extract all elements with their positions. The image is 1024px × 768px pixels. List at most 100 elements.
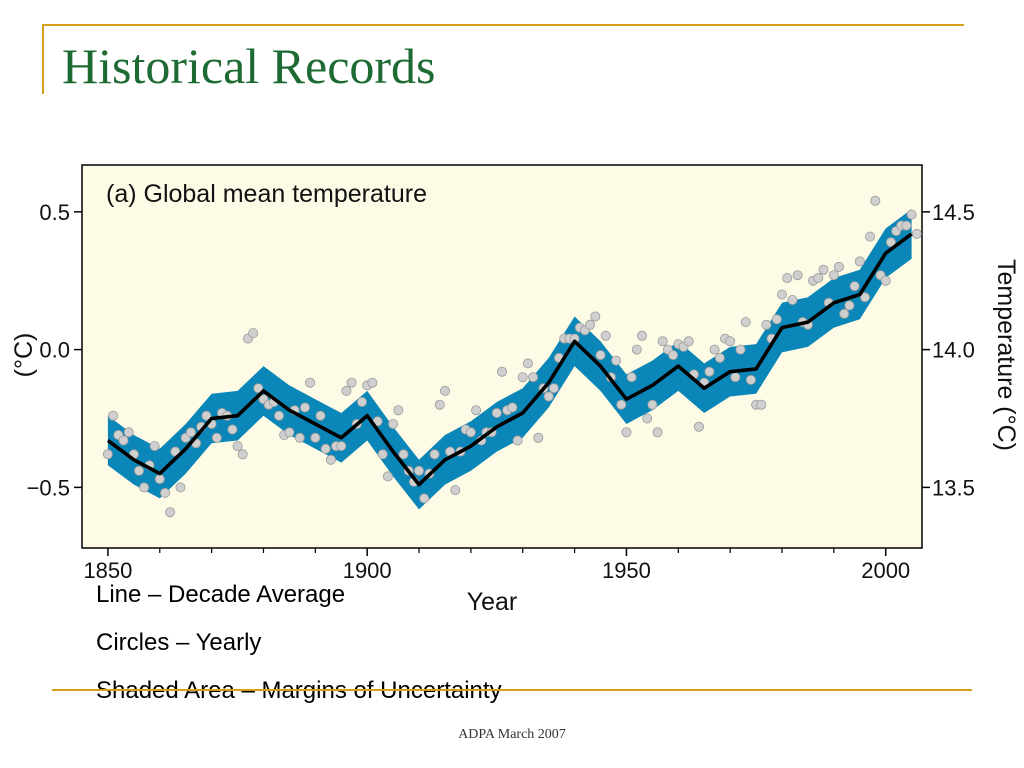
yearly-point xyxy=(346,377,357,388)
yearly-point xyxy=(175,482,186,493)
yearly-point xyxy=(102,449,113,460)
yearly-point xyxy=(543,391,554,402)
y-tick-label-right: 13.5 xyxy=(932,475,975,500)
yearly-point xyxy=(434,399,445,410)
yearly-point xyxy=(377,449,388,460)
yearly-point xyxy=(647,399,658,410)
yearly-point xyxy=(694,421,705,432)
yearly-point xyxy=(849,281,860,292)
yearly-point xyxy=(761,319,772,330)
yearly-point xyxy=(844,300,855,311)
left-rule xyxy=(42,24,44,94)
yearly-point xyxy=(211,432,222,443)
yearly-point xyxy=(273,410,284,421)
yearly-point xyxy=(911,228,922,239)
yearly-point xyxy=(621,427,632,438)
yearly-point xyxy=(885,237,896,248)
yearly-point xyxy=(880,275,891,286)
yearly-point xyxy=(419,493,430,504)
yearly-point xyxy=(149,441,160,452)
uncertainty-band-layer xyxy=(107,209,912,510)
chart-title: (a) Global mean temperature xyxy=(106,180,427,208)
plot-background xyxy=(81,164,923,549)
yearly-point xyxy=(232,441,243,452)
yearly-point xyxy=(315,410,326,421)
yearly-point xyxy=(839,308,850,319)
yearly-point xyxy=(367,377,378,388)
yearly-point xyxy=(642,413,653,424)
yearly-point xyxy=(185,427,196,438)
yearly-point xyxy=(735,344,746,355)
y-tick-label-right: 14.5 xyxy=(932,200,975,225)
yearly-point xyxy=(771,314,782,325)
caption-list: Line – Decade Average Circles – Yearly S… xyxy=(96,580,502,724)
yearly-point xyxy=(901,220,912,231)
yearly-point xyxy=(756,399,767,410)
yearly-point xyxy=(818,264,829,275)
yearly-point xyxy=(299,402,310,413)
yearly-point xyxy=(439,385,450,396)
yearly-point xyxy=(714,352,725,363)
yearly-point xyxy=(450,485,461,496)
yearly-point xyxy=(284,427,295,438)
yearly-point xyxy=(393,405,404,416)
yearly-point xyxy=(253,383,264,394)
yearly-point xyxy=(429,449,440,460)
yearly-point xyxy=(709,344,720,355)
yearly-point xyxy=(237,449,248,460)
y-tick-label-left: −0.5 xyxy=(27,475,70,500)
yearly-point xyxy=(730,372,741,383)
yearly-point xyxy=(382,471,393,482)
yearly-point xyxy=(865,231,876,242)
bottom-rule xyxy=(52,689,972,691)
yearly-point xyxy=(294,432,305,443)
yearly-point xyxy=(533,432,544,443)
yearly-point xyxy=(388,418,399,429)
axis-layer: −0.5 0.0 0.5 13.5 14.0 14.5 1850 1900 1950 2000 xyxy=(27,200,975,583)
yearly-point xyxy=(683,336,694,347)
yearly-point xyxy=(611,355,622,366)
yearly-point xyxy=(860,292,871,303)
yearly-point xyxy=(413,465,424,476)
yearly-point xyxy=(336,441,347,452)
yearly-point xyxy=(522,358,533,369)
x-tick-label: 1950 xyxy=(602,558,651,583)
top-rule xyxy=(42,24,964,26)
yearly-point xyxy=(325,454,336,465)
x-tick-label: 1900 xyxy=(343,558,392,583)
yearly-point xyxy=(496,366,507,377)
yearly-point xyxy=(201,410,212,421)
y-tick-label-right: 14.0 xyxy=(932,338,975,363)
yearly-point xyxy=(704,366,715,377)
yearly-point xyxy=(133,465,144,476)
temperature-chart: −0.5 0.0 0.5 13.5 14.0 14.5 1850 1900 1950 2000 (… xyxy=(10,164,1020,610)
yearly-point xyxy=(139,482,150,493)
x-tick-label: 2000 xyxy=(861,558,910,583)
x-tick-label: 1850 xyxy=(83,558,132,583)
decade-average-line xyxy=(106,232,913,487)
yearly-point xyxy=(828,270,839,281)
yearly-point xyxy=(548,383,559,394)
slide-footer: ADPA March 2007 xyxy=(458,727,566,742)
y-tick-label-left: 0.0 xyxy=(39,338,70,363)
yearly-point xyxy=(590,311,601,322)
yearly-point xyxy=(491,407,502,418)
yearly-point xyxy=(528,372,539,383)
yearly-point xyxy=(517,372,528,383)
y-axis-label-left: (°C) xyxy=(10,333,38,378)
y-tick-label-left: 0.5 xyxy=(39,200,70,225)
yearly-point xyxy=(585,319,596,330)
slide-title: Historical Records xyxy=(62,38,436,94)
yearly-point xyxy=(834,261,845,272)
yearly-point xyxy=(123,427,134,438)
yearly-point xyxy=(782,272,793,283)
yearly-point xyxy=(626,372,637,383)
yearly-point xyxy=(227,424,238,435)
yearly-point xyxy=(740,317,751,328)
yearly-point xyxy=(398,449,409,460)
yearly-point xyxy=(108,410,119,421)
y-axis-label-right: Temperature (°C) xyxy=(992,259,1020,451)
yearly-point xyxy=(631,344,642,355)
yearly-point xyxy=(792,270,803,281)
caption-shaded-area: Shaded Area – Margins of Uncertainty xyxy=(96,677,502,704)
